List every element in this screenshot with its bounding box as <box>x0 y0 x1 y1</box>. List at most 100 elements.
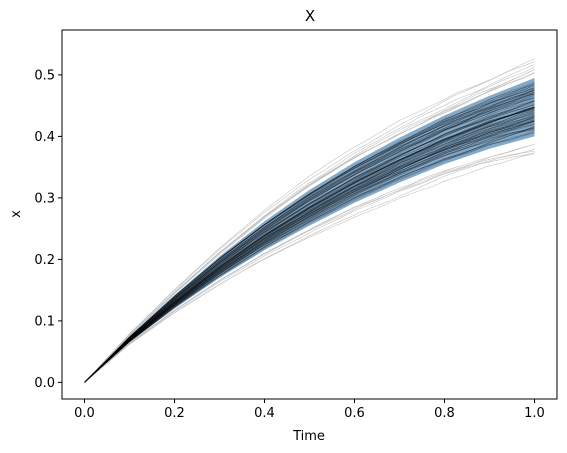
sample-path <box>84 58 535 383</box>
sample-path <box>84 130 535 383</box>
sample-path <box>84 88 535 383</box>
sample-path <box>84 85 535 383</box>
sample-path <box>84 123 535 383</box>
y-tick-label: 0.4 <box>34 130 55 145</box>
sample-path <box>84 117 535 383</box>
sample-path <box>84 117 535 383</box>
sample-path <box>84 132 535 383</box>
sample-path <box>84 100 535 383</box>
x-tick-label: 0.8 <box>434 406 455 421</box>
sample-path <box>84 91 535 383</box>
sample-path <box>84 121 535 383</box>
sample-path <box>84 153 535 383</box>
x-tick-label: 0.6 <box>344 406 365 421</box>
sample-path <box>84 150 535 383</box>
sample-path <box>84 126 535 383</box>
sample-path <box>84 90 535 383</box>
x-axis-label: Time <box>292 429 325 444</box>
sample-path <box>84 89 535 383</box>
sample-path <box>84 64 535 383</box>
y-tick-label: 0.2 <box>34 253 55 268</box>
x-axis: 0.0 0.2 0.4 0.6 0.8 1.0 <box>74 399 545 421</box>
sample-path <box>84 87 535 383</box>
sample-path <box>84 85 535 383</box>
sample-path <box>84 87 535 383</box>
sample-path <box>84 90 535 383</box>
y-tick-label: 0.3 <box>34 191 55 206</box>
sample-path <box>84 115 535 383</box>
sample-path <box>84 100 535 383</box>
sample-path <box>84 124 535 383</box>
sample-path <box>84 116 535 383</box>
sample-path <box>84 92 535 383</box>
sample-path <box>84 92 535 383</box>
sample-path <box>84 144 535 383</box>
sample-path <box>84 127 535 383</box>
sample-path <box>84 125 535 383</box>
sample-path <box>84 93 535 383</box>
sample-path <box>84 152 535 383</box>
mean-line <box>84 106 535 383</box>
sample-path <box>84 100 535 383</box>
sample-path <box>84 83 535 383</box>
y-axis: 0.0 0.1 0.2 0.3 0.4 0.5 <box>34 68 62 391</box>
sample-path <box>84 114 535 383</box>
sample-path <box>84 129 535 383</box>
sample-path <box>84 112 535 383</box>
sample-path <box>84 120 535 383</box>
sample-path <box>84 83 535 383</box>
sample-path <box>84 120 535 383</box>
sample-path <box>84 127 535 383</box>
sample-path <box>84 91 535 383</box>
sample-path <box>84 119 535 383</box>
sample-path <box>84 102 535 383</box>
sample-path <box>84 119 535 383</box>
x-tick-label: 0.0 <box>74 406 95 421</box>
sample-path <box>84 132 535 383</box>
x-tick-label: 0.2 <box>164 406 185 421</box>
plot-area <box>84 58 535 383</box>
sample-path <box>84 69 535 383</box>
sample-path <box>84 111 535 383</box>
sample-path <box>84 93 535 383</box>
y-tick-label: 0.5 <box>34 68 55 83</box>
sample-path <box>84 93 535 383</box>
sample-path <box>84 118 535 383</box>
sample-path <box>84 95 535 383</box>
y-tick-label: 0.1 <box>34 314 55 329</box>
sample-path <box>84 97 535 383</box>
sample-path <box>84 97 535 383</box>
sample-path <box>84 116 535 383</box>
sample-path <box>84 89 535 383</box>
sample-path <box>84 127 535 383</box>
sample-path <box>84 116 535 383</box>
sample-path <box>84 127 535 383</box>
sample-path <box>84 97 535 383</box>
y-tick-label: 0.0 <box>34 376 55 391</box>
x-tick-label: 1.0 <box>524 406 545 421</box>
sample-path <box>84 103 535 383</box>
sample-path <box>84 84 535 383</box>
x-tick-label: 0.4 <box>254 406 275 421</box>
sample-path <box>84 121 535 383</box>
sample-path <box>84 120 535 383</box>
plot-frame <box>61 29 558 400</box>
sample-path <box>84 114 535 383</box>
sample-path <box>84 121 535 383</box>
sample-path <box>84 115 535 383</box>
sample-path <box>84 117 535 383</box>
sample-path <box>84 87 535 383</box>
sample-path <box>84 89 535 383</box>
sample-path <box>84 93 535 383</box>
sample-path <box>84 120 535 383</box>
sample-path <box>84 124 535 383</box>
sample-path <box>84 128 535 383</box>
sample-path <box>84 100 535 383</box>
sample-path <box>84 113 535 383</box>
band-fill <box>84 77 535 383</box>
sample-path <box>84 89 535 383</box>
y-axis-label: x <box>9 210 24 218</box>
sample-path <box>84 81 535 383</box>
chart-title: X <box>305 7 315 25</box>
